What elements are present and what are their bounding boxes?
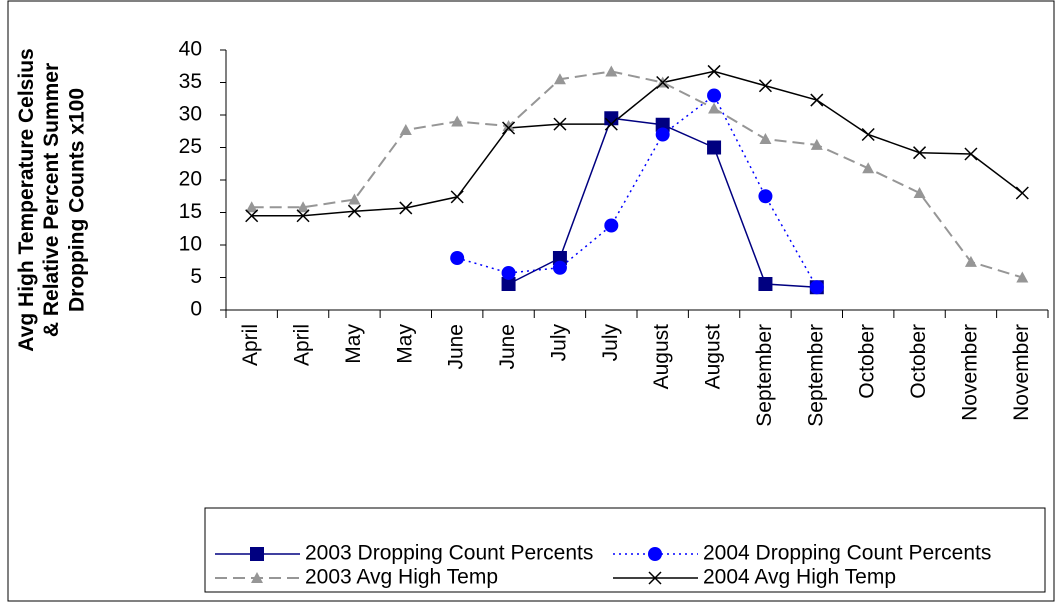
marker (450, 251, 465, 265)
marker (245, 201, 258, 213)
x-tick-label: May (393, 324, 416, 364)
marker (502, 120, 515, 132)
marker (810, 93, 824, 107)
marker (553, 73, 566, 85)
marker (758, 277, 773, 291)
marker (604, 117, 618, 131)
marker (348, 193, 361, 205)
x-tick-label: July (599, 324, 622, 362)
x-tick-label: October (907, 324, 930, 399)
series-line (251, 70, 1023, 279)
y-tick-label: 10 (179, 233, 202, 256)
marker (964, 255, 977, 267)
marker (1015, 186, 1029, 200)
y-tick-label: 30 (179, 103, 202, 126)
x-tick-label: September (804, 324, 827, 427)
y-axis-label-line: Avg High Temperature Celsius (14, 48, 37, 351)
y-axis-label-line: & Relative Percent Summer (40, 63, 63, 337)
y-axis-label-line: Dropping Counts x100 (65, 88, 88, 312)
y-tick-label: 25 (179, 135, 202, 158)
legend-marker (648, 547, 662, 561)
marker (758, 189, 773, 204)
marker (913, 146, 927, 160)
marker (501, 277, 516, 291)
marker (862, 162, 875, 174)
y-tick-label: 40 (179, 38, 202, 61)
marker (758, 79, 772, 93)
marker (296, 209, 310, 223)
y-tick-label: 5 (190, 265, 202, 288)
x-tick-label: October (856, 324, 879, 399)
marker (809, 280, 824, 295)
legend-label: 2004 Dropping Count Percents (703, 542, 991, 565)
marker (707, 64, 721, 78)
x-tick-label: May (342, 324, 365, 364)
marker (655, 117, 670, 132)
legend-marker (648, 571, 662, 585)
x-tick-label: July (547, 324, 570, 362)
marker (1016, 271, 1029, 283)
chart-border (7, 0, 1055, 602)
marker (297, 201, 310, 213)
x-tick-label: June (445, 324, 468, 370)
marker (655, 127, 670, 142)
marker (502, 121, 516, 135)
marker (810, 138, 823, 150)
marker (604, 111, 619, 126)
marker (759, 133, 772, 145)
x-tick-label: November (1010, 324, 1033, 421)
y-axis-label: Avg High Temperature Celsius & Relative P… (14, 48, 87, 351)
marker (450, 190, 464, 204)
legend-label: 2003 Dropping Count Percents (305, 542, 593, 565)
legend-marker (251, 572, 263, 583)
marker (707, 140, 722, 155)
marker (913, 187, 926, 198)
marker (605, 65, 618, 77)
x-tick-label: August (650, 324, 673, 390)
x-tick-label: August (702, 324, 725, 390)
series-line (251, 70, 1023, 217)
x-tick-label: April (239, 324, 262, 366)
x-tick-label: November (958, 324, 981, 421)
marker (553, 117, 567, 131)
marker (656, 75, 670, 90)
x-tick-label: June (496, 324, 519, 370)
x-tick-label: April (291, 324, 314, 366)
marker (861, 127, 875, 142)
marker (552, 251, 567, 265)
legend-label: 2004 Avg High Temp (703, 566, 896, 589)
marker (347, 204, 361, 218)
marker (501, 265, 516, 280)
marker (604, 218, 619, 233)
marker (451, 115, 464, 127)
legend-label: 2003 Avg High Temp (305, 566, 498, 589)
marker (707, 88, 722, 103)
y-tick-label: 15 (179, 200, 202, 223)
y-tick-label: 20 (179, 168, 202, 191)
marker (708, 102, 721, 114)
x-tick-label: September (753, 324, 776, 427)
y-tick-label: 0 (190, 298, 202, 321)
marker (552, 260, 567, 275)
marker (399, 201, 413, 215)
marker (399, 123, 412, 135)
y-tick-label: 35 (179, 70, 202, 93)
series-line (456, 94, 818, 288)
marker (964, 147, 978, 161)
marker (245, 209, 259, 223)
legend-marker (250, 547, 264, 561)
